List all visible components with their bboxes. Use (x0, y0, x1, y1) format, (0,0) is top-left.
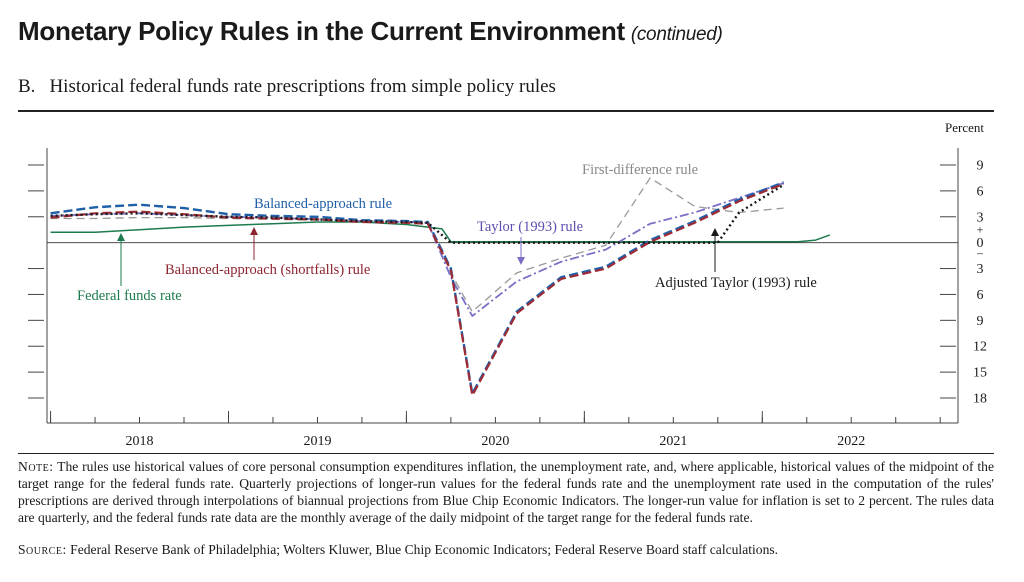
panel-title: B. Historical federal funds rate prescrip… (18, 76, 556, 98)
note-text: The rules use historical values of core … (18, 459, 994, 525)
source-label: Source: (18, 542, 67, 557)
zero-minus-sign: – (976, 246, 984, 260)
zero-plus-sign: + (977, 223, 984, 237)
y-tick-label: 3 (977, 262, 984, 277)
x-tick-label: 2020 (481, 434, 509, 449)
annotation-label: First-difference rule (582, 162, 698, 178)
panel-letter: B. (18, 76, 36, 97)
series-line-federal-funds-rate (50, 221, 831, 243)
series-line-adjusted-taylor-1993-rule (50, 183, 785, 244)
figure-title: Monetary Policy Rules in the Current Env… (18, 16, 723, 47)
annotation-label: Balanced-approach rule (254, 196, 392, 212)
top-rule (18, 110, 994, 112)
annotation-label: Balanced-approach (shortfalls) rule (165, 262, 370, 278)
y-tick-label: 12 (973, 340, 987, 355)
bottom-rule (18, 453, 994, 454)
x-tick-label: 2018 (126, 434, 154, 449)
source: Source: Federal Reserve Bank of Philadel… (18, 542, 778, 558)
y-tick-label: 15 (973, 366, 987, 381)
y-tick-label: 6 (977, 184, 984, 199)
series-layer (50, 177, 831, 397)
x-tick-label: 2022 (837, 434, 865, 449)
x-tick-label: 2019 (303, 434, 331, 449)
y-tick-label: 6 (977, 288, 984, 303)
adjusted-taylor-pointer-arrowhead (711, 228, 719, 236)
y-tick-label: 18 (973, 392, 987, 407)
shortfalls-pointer-arrowhead (250, 227, 258, 235)
y-tick-label: 9 (977, 159, 984, 174)
ffr-pointer-arrowhead (117, 233, 125, 241)
figure-title-suffix: (continued) (630, 24, 723, 45)
y-tick-label: 9 (977, 314, 984, 329)
figure-title-text: Monetary Policy Rules in the Current Env… (18, 16, 625, 46)
note-label: Note: (18, 459, 54, 474)
annotation-label: Adjusted Taylor (1993) rule (655, 275, 817, 291)
annotation-label: Federal funds rate (77, 288, 182, 304)
series-line-balanced-approach-shortfalls-rule (50, 182, 784, 397)
x-tick-label: 2021 (659, 434, 687, 449)
y-tick-label: 3 (977, 210, 984, 225)
chart-axes: 9 6 3 0 3 6 9 12 15 18 + – 2018 2019 2020 2021 2022 (28, 148, 987, 449)
y-axis-unit-label: Percent (945, 120, 984, 135)
annotation-label: Taylor (1993) rule (477, 219, 583, 235)
panel-title-text: Historical federal funds rate prescripti… (49, 76, 556, 97)
policy-rules-chart: 9 6 3 0 3 6 9 12 15 18 + – 2018 2019 2020 2021 2022 Bala… (28, 120, 987, 449)
taylor-pointer-arrowhead (517, 257, 525, 265)
annotation-layer: Balanced-approach rule First-difference r… (77, 162, 817, 304)
y-tick-label: 0 (977, 236, 984, 251)
series-line-balanced-approach-rule (50, 181, 785, 395)
note: Note: The rules use historical values of… (18, 458, 994, 526)
source-text: Federal Reserve Bank of Philadelphia; Wo… (70, 542, 779, 557)
